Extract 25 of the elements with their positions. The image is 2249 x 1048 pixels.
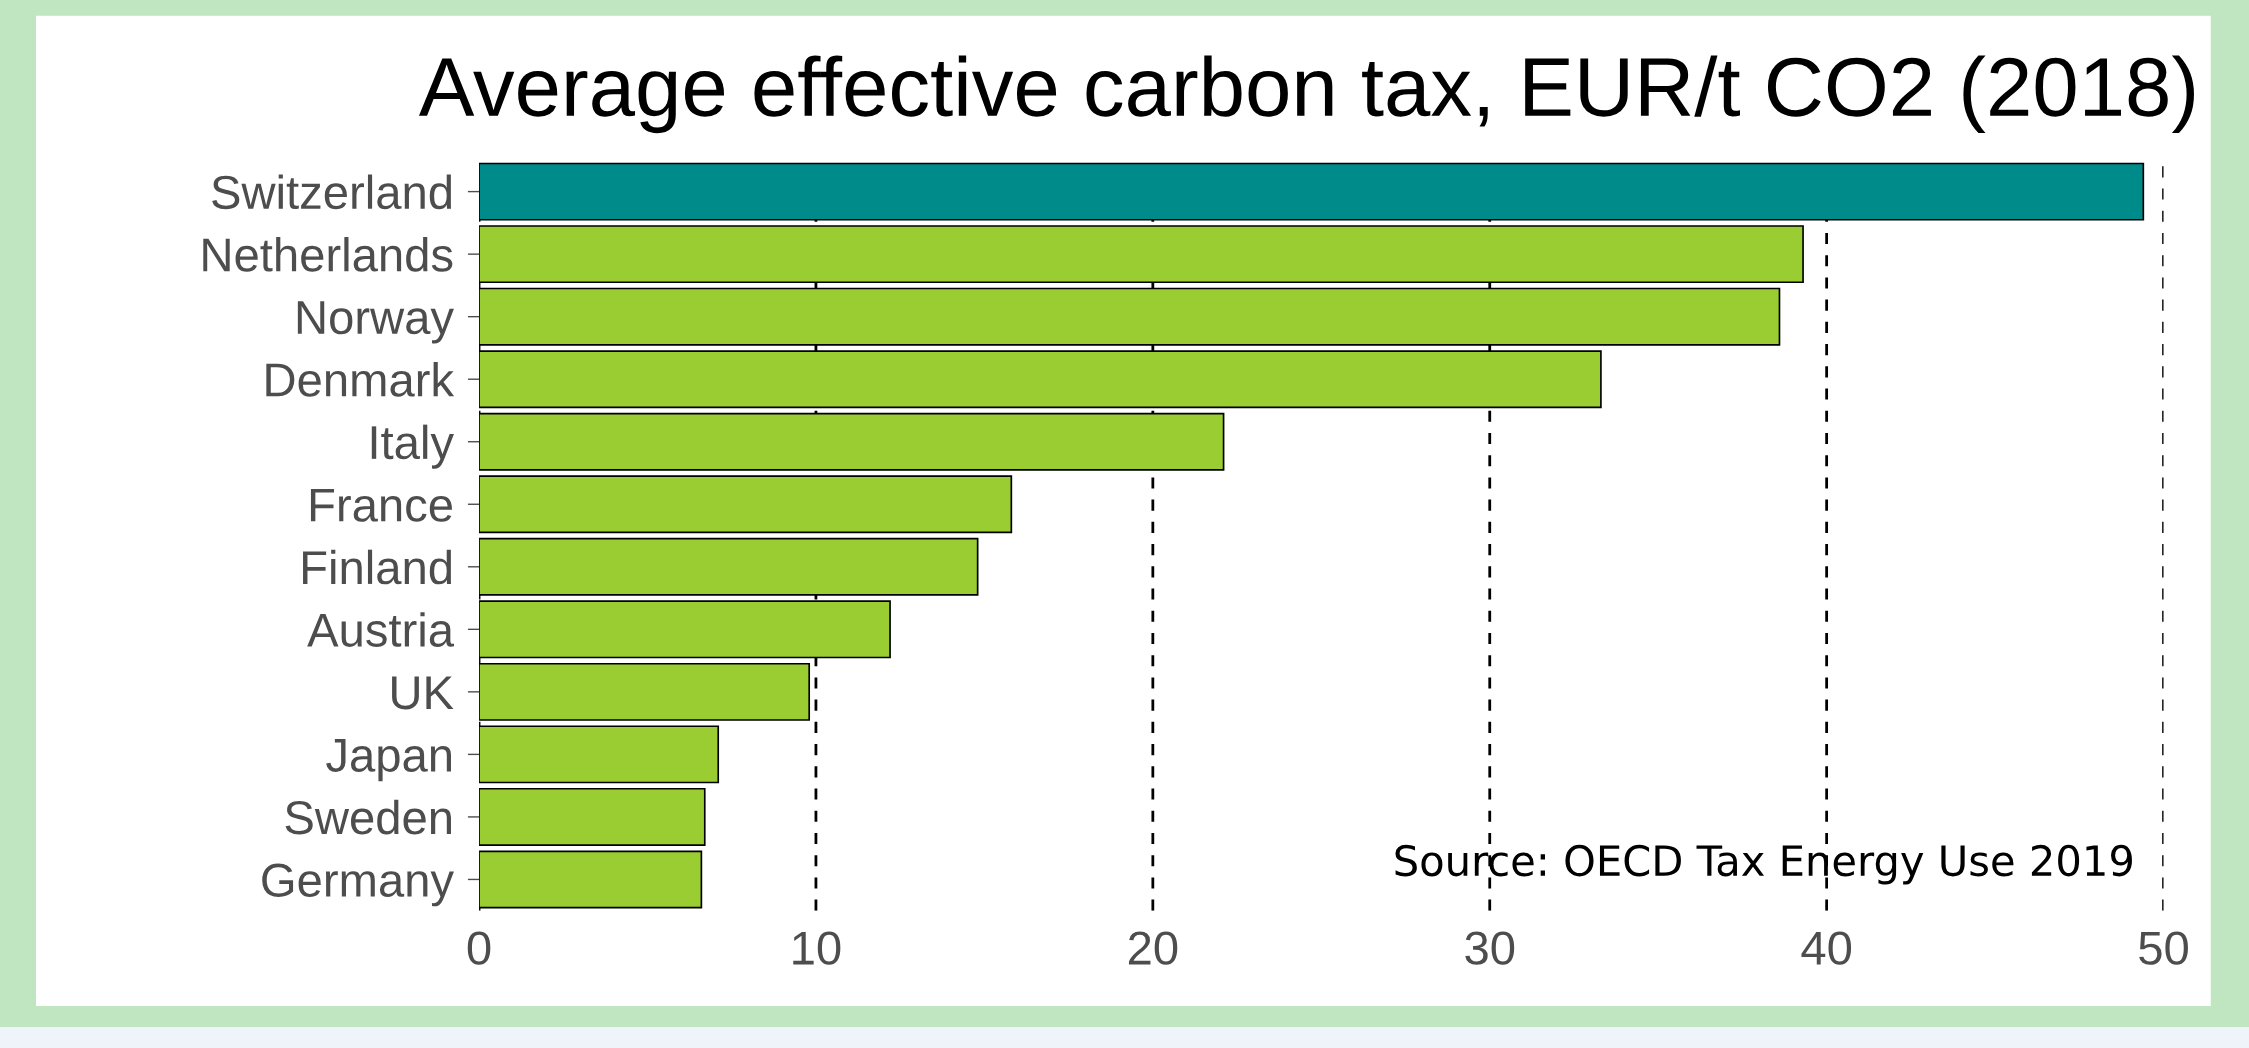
annotation: Source: OECD Tax Energy Use 2019 xyxy=(1395,844,2132,885)
bar xyxy=(479,662,811,721)
y-tick-label: Japan xyxy=(326,739,451,782)
x-tick-label: 30 xyxy=(1465,931,1515,965)
y-tick-label: Norway xyxy=(297,301,454,344)
x-tick-label: 10 xyxy=(793,931,841,965)
y-tick-label: Sweden xyxy=(285,799,451,835)
bar xyxy=(479,787,706,846)
y-tick-label: Switzerland xyxy=(212,174,451,210)
y-tick-label: Denmark xyxy=(266,362,455,397)
x-tick-label: 0 xyxy=(467,931,491,965)
x-tick-label: 50 xyxy=(2139,931,2188,965)
y-tick-label: UK xyxy=(392,676,454,710)
chart-title: Average effective carbon tax, EUR/t CO2 (2018) xyxy=(418,55,2194,134)
y-tick-label: Italy xyxy=(371,424,454,469)
x-tick-label: 40 xyxy=(1801,931,1852,965)
y-tick-label: France xyxy=(310,488,452,522)
bar xyxy=(479,725,720,784)
bar xyxy=(479,850,703,909)
y-tick-label: Finland xyxy=(303,549,452,585)
y-tick-label: Netherlands xyxy=(203,237,453,272)
bar xyxy=(479,475,1013,534)
x-tick-label: 20 xyxy=(1128,931,1178,965)
y-tick-label: Germany xyxy=(262,863,454,907)
y-tick-label: Austria xyxy=(307,612,455,647)
